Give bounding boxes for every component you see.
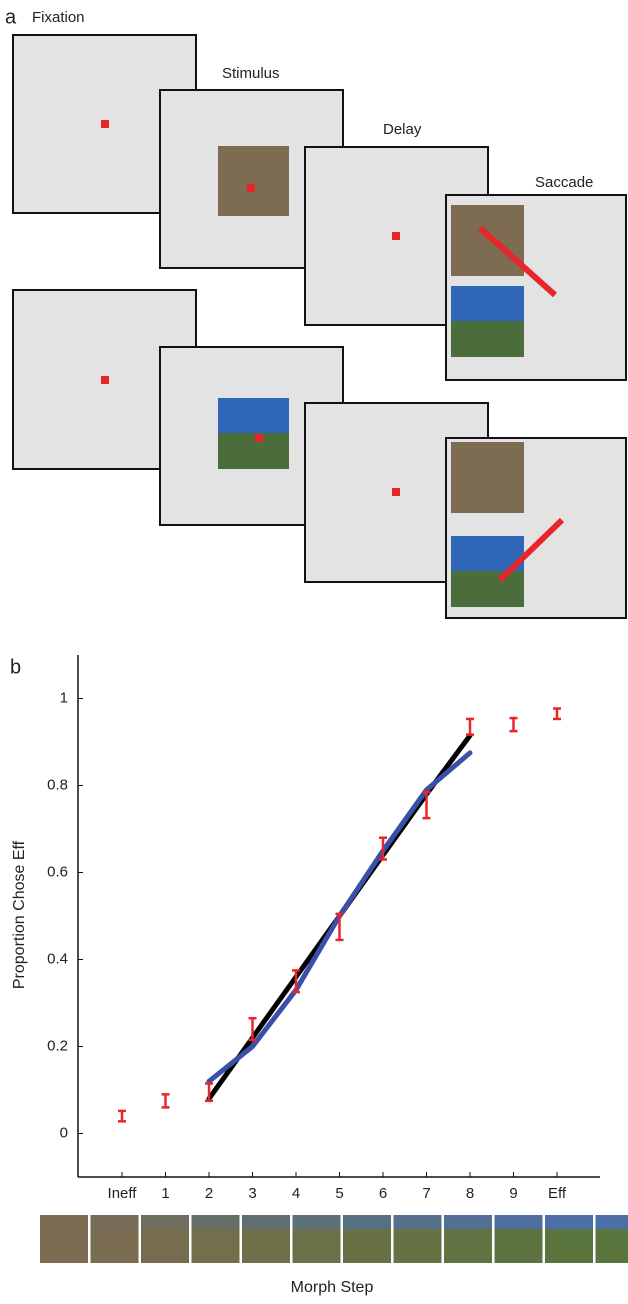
morph-thumbnail-sky [91,1215,139,1229]
x-tick-label: 2 [205,1185,213,1202]
panel-a: a Fixation Stimulus Delay Saccade [5,6,626,618]
y-tick-label: 0.2 [47,1037,68,1054]
giraffe-image [451,205,524,276]
morph-thumbnail-sky [192,1215,240,1229]
figure: a Fixation Stimulus Delay Saccade b 0 0.2 0… [0,0,628,1299]
y-tick-label: 1 [60,689,68,706]
fixation-dot [247,184,255,192]
morph-thumbnail-sky [343,1215,391,1229]
x-tick-label: 1 [161,1185,169,1202]
morph-thumbnail-sky [596,1215,628,1229]
error-bar [466,719,474,735]
x-axis-label: Morph Step [291,1279,374,1296]
panel-label: a [5,6,17,28]
giraffe-image [218,146,289,216]
fixation-dot [392,232,400,240]
y-tick-label: 0.8 [47,776,68,793]
x-tick-label: 3 [248,1185,256,1202]
x-tick-label: 7 [422,1185,430,1202]
x-tick-label: Eff [548,1185,567,1202]
horse-image [451,286,524,321]
horse-image [451,571,524,607]
stage-label: Fixation [32,9,85,26]
error-bar [553,709,561,719]
morph-thumbnail-sky [141,1215,189,1229]
x-tick-label: Ineff [108,1185,138,1202]
error-bar [162,1094,170,1107]
error-bar [510,718,518,731]
fixation-dot [255,434,263,442]
fixation-dot [392,488,400,496]
fixation-dot [101,376,109,384]
morph-thumbnail-sky [545,1215,593,1229]
stage-label: Stimulus [222,65,280,82]
y-tick-label: 0 [60,1124,68,1141]
morph-thumbnail-sky [293,1215,341,1229]
morph-thumbnail-sky [242,1215,290,1229]
fixation-dot [101,120,109,128]
stage-label: Delay [383,121,422,138]
stage-label: Saccade [535,174,593,191]
y-axis-label: Proportion Chose Eff [11,840,28,989]
horse-image [218,398,289,433]
x-tick-label: 6 [379,1185,387,1202]
morph-thumbnail-sky [444,1215,492,1229]
panel-label: b [10,656,21,678]
x-tick-label: 5 [335,1185,343,1202]
morph-thumbnails [40,1215,628,1263]
morph-thumbnail-sky [394,1215,442,1229]
horse-image [218,433,289,469]
y-tick-label: 0.4 [47,950,68,967]
error-bar [118,1111,126,1121]
y-tick-label: 0.6 [47,863,68,880]
morph-thumbnail-sky [495,1215,543,1229]
x-tick-label: 8 [466,1185,474,1202]
x-tick-label: 4 [292,1185,300,1202]
x-tick-label: 9 [509,1185,517,1202]
giraffe-image [451,442,524,513]
horse-image [451,321,524,357]
